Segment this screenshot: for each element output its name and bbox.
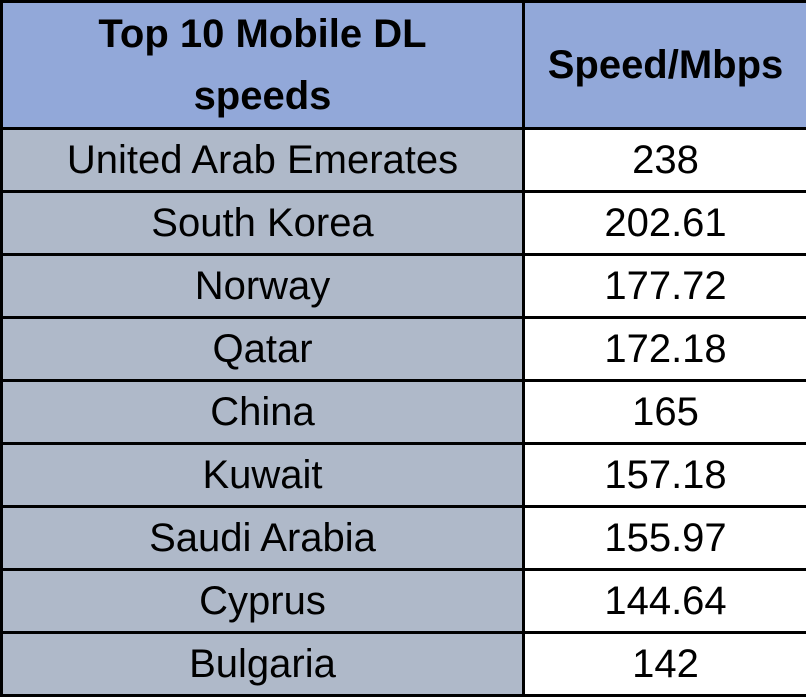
country-cell: South Korea (2, 192, 524, 255)
country-cell: Norway (2, 255, 524, 318)
speed-cell: 202.61 (524, 192, 806, 255)
table-row: United Arab Emerates 238 (2, 129, 806, 192)
speed-cell: 165 (524, 381, 806, 444)
header-label-country: Top 10 Mobile DL speeds (53, 3, 473, 127)
country-cell: China (2, 381, 524, 444)
table-row: South Korea 202.61 (2, 192, 806, 255)
speed-cell: 238 (524, 129, 806, 192)
country-cell: Cyprus (2, 570, 524, 633)
speed-cell: 155.97 (524, 507, 806, 570)
table-row: Qatar 172.18 (2, 318, 806, 381)
speed-cell: 157.18 (524, 444, 806, 507)
table-row: Cyprus 144.64 (2, 570, 806, 633)
speed-cell: 144.64 (524, 570, 806, 633)
header-cell-country: Top 10 Mobile DL speeds (2, 2, 524, 129)
header-cell-speed: Speed/Mbps (524, 2, 806, 129)
country-cell: United Arab Emerates (2, 129, 524, 192)
speed-cell: 177.72 (524, 255, 806, 318)
table-row: Norway 177.72 (2, 255, 806, 318)
country-cell: Saudi Arabia (2, 507, 524, 570)
speed-cell: 142 (524, 633, 806, 696)
table-row: Kuwait 157.18 (2, 444, 806, 507)
header-label-speed: Speed/Mbps (548, 34, 784, 96)
table-row: Bulgaria 142 (2, 633, 806, 696)
speed-cell: 172.18 (524, 318, 806, 381)
table-row: China 165 (2, 381, 806, 444)
table-row: Saudi Arabia 155.97 (2, 507, 806, 570)
country-cell: Kuwait (2, 444, 524, 507)
country-cell: Bulgaria (2, 633, 524, 696)
country-cell: Qatar (2, 318, 524, 381)
header-row: Top 10 Mobile DL speeds Speed/Mbps (2, 2, 806, 129)
